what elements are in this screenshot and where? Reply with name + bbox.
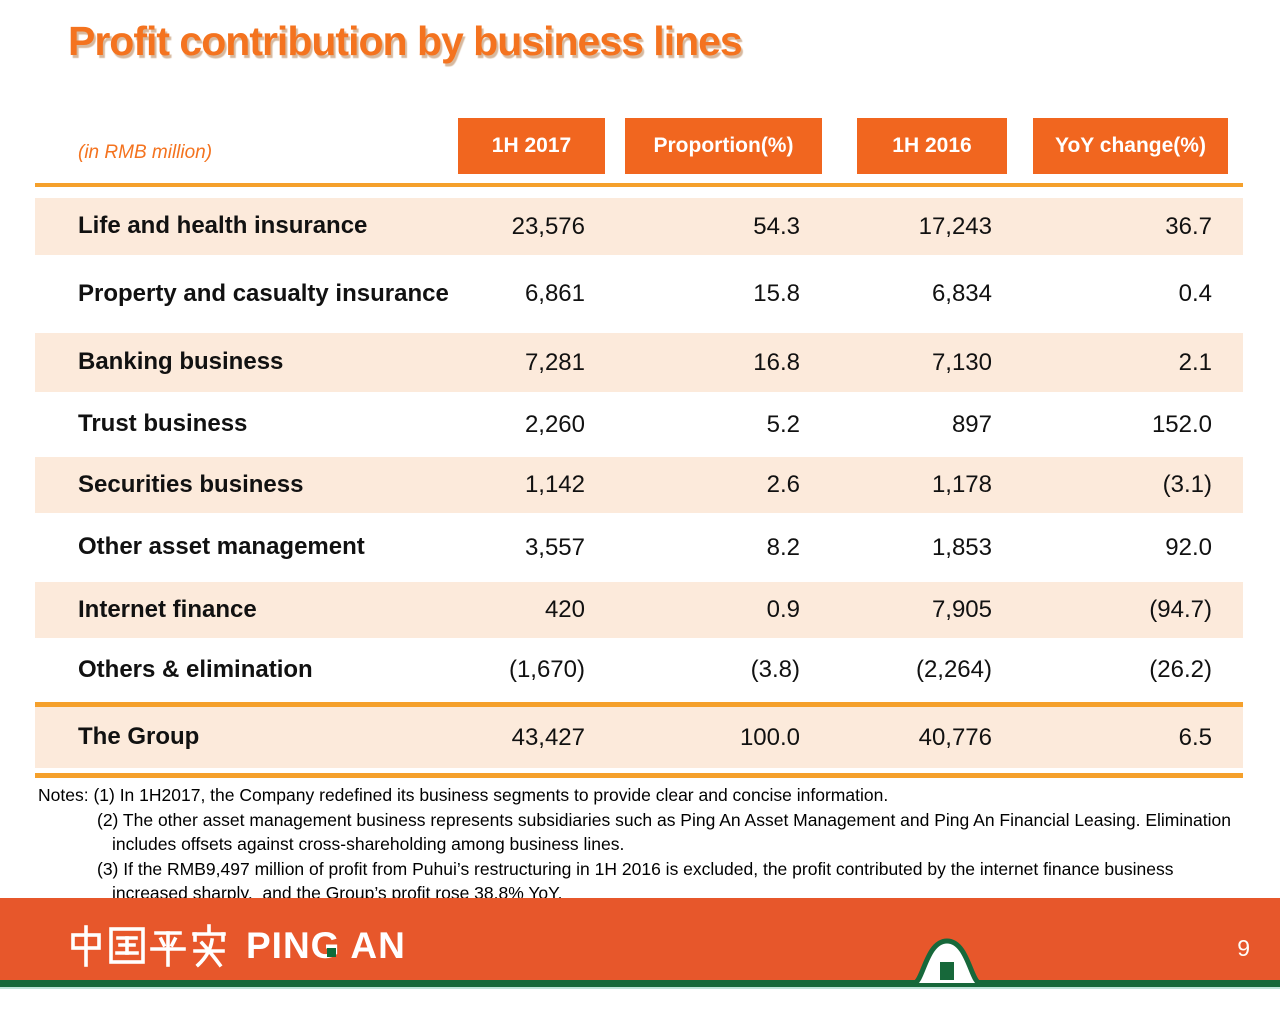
cell-yoy: (94.7) (1149, 596, 1212, 623)
table-row: Others & elimination (1,670) (3.8) (2,26… (35, 638, 1243, 702)
cell-yoy: 92.0 (1165, 533, 1212, 561)
row-label: Property and casualty insurance (78, 279, 449, 307)
unit-label: (in RMB million) (78, 142, 213, 163)
note-line: Notes: (1) In 1H2017, the Company redefi… (38, 785, 889, 805)
note-line: (2) The other asset management business … (97, 809, 1231, 830)
row-label: The Group (78, 723, 200, 751)
table-row: Internet finance 420 0.9 7,905 (94.7) (35, 582, 1243, 638)
cell-proportion: (3.8) (750, 656, 800, 683)
note-line: includes offsets against cross-sharehold… (112, 834, 625, 854)
cell-yoy: 2.1 (1178, 348, 1212, 376)
cell-1h2017: 43,427 (511, 723, 585, 751)
notes-block: Notes: (1) In 1H2017, the Company redefi… (38, 783, 1231, 906)
table-row: Trust business 2,260 5.2 897 152.0 (35, 392, 1243, 457)
page-number: 9 (1237, 935, 1250, 961)
group-top-rule (35, 702, 1243, 707)
pingan-logo-cn-icon (71, 924, 226, 968)
pingan-logo-en: PING AN (246, 925, 406, 966)
note-line: (3) If the RMB9,497 million of profit fr… (97, 858, 1174, 879)
column-header-yoy-change: YoY change(%) (1033, 118, 1228, 174)
cell-yoy: (3.1) (1162, 471, 1212, 498)
cell-proportion: 0.9 (766, 596, 800, 623)
cell-1h2016: 6,834 (931, 280, 992, 307)
cell-yoy: 0.4 (1178, 280, 1212, 307)
cell-proportion: 8.2 (766, 533, 800, 561)
row-label: Trust business (78, 410, 248, 438)
cell-proportion: 15.8 (753, 280, 800, 307)
cell-proportion: 2.6 (766, 471, 800, 498)
row-label: Other asset management (78, 533, 365, 561)
progress-peak-icon (903, 938, 991, 986)
column-header-1h2016: 1H 2016 (857, 118, 1007, 174)
cell-1h2017: 2,260 (524, 410, 585, 438)
cell-1h2017: 1,142 (524, 471, 585, 498)
table-row: Other asset management 3,557 8.2 1,853 9… (35, 513, 1243, 582)
row-label: Others & elimination (78, 655, 313, 683)
cell-proportion: 100.0 (739, 723, 800, 751)
row-label: Life and health insurance (78, 212, 368, 240)
cell-1h2017: 23,576 (511, 212, 585, 240)
row-label: Securities business (78, 470, 304, 498)
cell-proportion: 16.8 (753, 348, 800, 376)
green-dot-icon (327, 948, 336, 957)
footer-green-line (0, 980, 1280, 987)
cell-yoy: (26.2) (1149, 656, 1212, 683)
cell-1h2016: 897 (951, 410, 992, 438)
table-row: Securities business 1,142 2.6 1,178 (3.1… (35, 457, 1243, 513)
table-row: Banking business 7,281 16.8 7,130 2.1 (35, 333, 1243, 392)
cell-proportion: 5.2 (766, 410, 800, 438)
cell-1h2017: 6,861 (524, 280, 585, 307)
cell-1h2016: 1,853 (931, 533, 992, 561)
cell-1h2016: (2,264) (915, 656, 992, 683)
cell-1h2016: 7,905 (931, 596, 992, 623)
row-label: Internet finance (78, 595, 257, 623)
cell-1h2017: 420 (544, 596, 585, 623)
table-row-total: The Group 43,427 100.0 40,776 6.5 (35, 707, 1243, 768)
cell-1h2016: 40,776 (918, 723, 992, 751)
cell-1h2017: 7,281 (524, 348, 585, 376)
table-row: Property and casualty insurance 6,861 15… (35, 255, 1243, 333)
cell-yoy: 6.5 (1178, 723, 1212, 751)
header-divider-rule (35, 183, 1243, 187)
cell-proportion: 54.3 (753, 212, 800, 240)
cell-1h2016: 17,243 (918, 212, 992, 240)
cell-1h2017: 3,557 (524, 533, 585, 561)
table-row: Life and health insurance 23,576 54.3 17… (35, 198, 1243, 255)
footer-teal-hairline (0, 987, 1280, 989)
cell-1h2016: 7,130 (931, 348, 992, 376)
cell-yoy: 152.0 (1151, 410, 1212, 438)
cell-yoy: 36.7 (1165, 212, 1212, 240)
profit-table: Life and health insurance 23,576 54.3 17… (35, 198, 1243, 778)
cell-1h2016: 1,178 (931, 471, 992, 498)
column-header-1h2017: 1H 2017 (458, 118, 605, 174)
table-bottom-rule (35, 773, 1243, 778)
page-title: Profit contribution by business lines (68, 18, 743, 64)
row-label: Banking business (78, 348, 284, 376)
cell-1h2017: (1,670) (508, 656, 585, 683)
pingan-logo: PING AN (66, 924, 406, 968)
column-header-proportion: Proportion(%) (625, 118, 822, 174)
